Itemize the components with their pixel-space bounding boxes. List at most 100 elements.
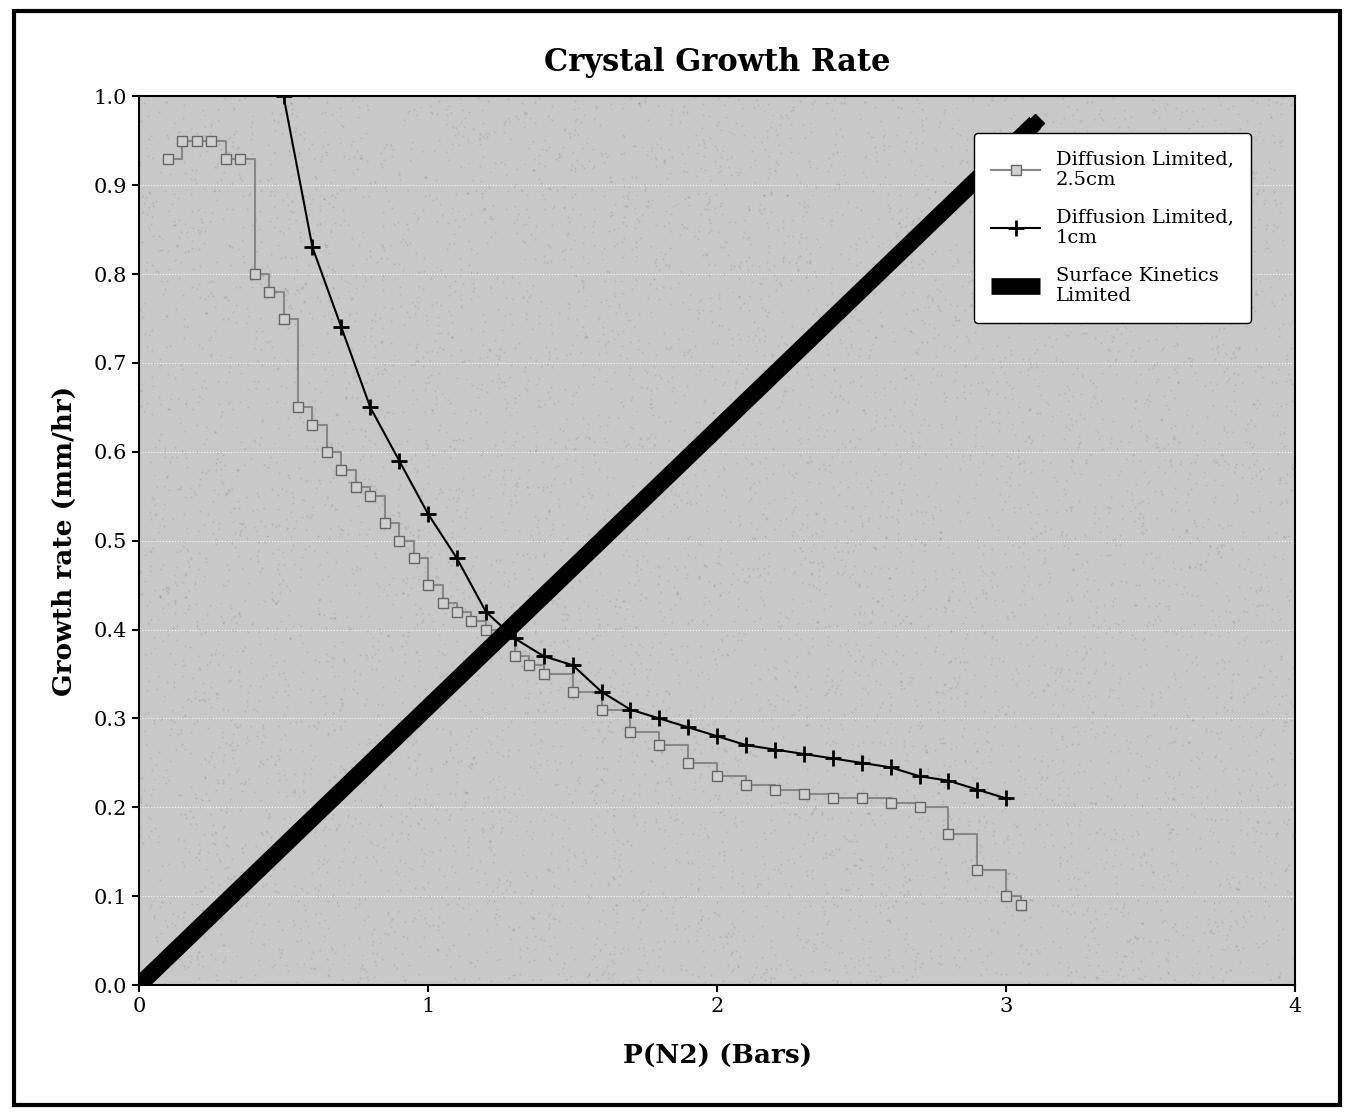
Point [686, 922, 708, 940]
Point [848, 964, 869, 982]
Point [654, 821, 676, 839]
Point [906, 300, 927, 318]
Point [668, 674, 689, 692]
Point [473, 634, 494, 652]
Point [148, 667, 169, 685]
Point [451, 297, 473, 315]
Point [291, 232, 313, 250]
Point [1047, 872, 1068, 889]
Point [1036, 393, 1057, 411]
Point [735, 449, 757, 466]
Point [911, 866, 933, 884]
Point [604, 963, 626, 981]
Point [185, 124, 207, 142]
Point [764, 257, 785, 275]
Point [338, 150, 360, 167]
Point [562, 189, 584, 206]
Point [280, 825, 302, 843]
Point [634, 946, 655, 964]
Point [129, 153, 150, 171]
Point [279, 629, 301, 647]
Point [302, 498, 324, 516]
Point [741, 455, 762, 473]
Point [1273, 231, 1294, 249]
Point [886, 655, 907, 673]
Point [890, 186, 911, 204]
Point [750, 453, 772, 471]
Point [364, 493, 386, 511]
Point [716, 762, 738, 780]
Point [685, 413, 707, 431]
Point [328, 858, 349, 876]
Point [1045, 636, 1067, 654]
Point [454, 793, 475, 811]
Point [925, 683, 946, 701]
Point [849, 641, 871, 658]
Point [390, 435, 412, 453]
Point [1246, 811, 1267, 829]
Point [153, 687, 175, 705]
Point [1219, 591, 1240, 609]
Point [850, 696, 872, 714]
Point [1041, 407, 1063, 425]
Point [708, 554, 730, 571]
Point [613, 727, 635, 744]
Point [612, 213, 634, 231]
Point [581, 950, 603, 968]
Point [372, 490, 394, 508]
Point [906, 766, 927, 783]
Point [1220, 683, 1242, 701]
Point [531, 358, 552, 376]
Point [827, 788, 849, 806]
Point [513, 117, 535, 135]
Point [852, 781, 873, 799]
Point [410, 936, 432, 954]
Point [672, 814, 693, 831]
Point [162, 905, 184, 923]
Point [816, 684, 838, 702]
Point [695, 461, 716, 479]
Point [398, 540, 420, 558]
Point [416, 306, 437, 324]
Point [716, 927, 738, 945]
Point [525, 352, 547, 369]
Point [184, 127, 206, 145]
Point [856, 716, 877, 734]
Point [651, 884, 673, 902]
Point [968, 941, 990, 959]
Point [607, 904, 628, 922]
Point [857, 349, 879, 367]
Point [314, 235, 336, 253]
Point [520, 287, 542, 305]
Point [539, 905, 561, 923]
Point [188, 257, 210, 275]
Point [234, 702, 256, 720]
Point [1209, 729, 1231, 747]
Point [1163, 294, 1185, 311]
Point [376, 586, 398, 604]
Point [653, 932, 674, 950]
Point [726, 374, 747, 392]
Point [807, 773, 829, 791]
Point [492, 321, 513, 339]
Point [268, 764, 290, 782]
Point [658, 802, 680, 820]
Point [600, 442, 621, 460]
Point [983, 565, 1005, 583]
Point [1009, 538, 1030, 556]
Point [271, 480, 292, 498]
Point [429, 338, 451, 356]
Point [617, 190, 639, 208]
Point [445, 565, 467, 583]
Point [1072, 324, 1094, 341]
Point [1193, 668, 1215, 686]
Point [352, 446, 374, 464]
Point [294, 275, 315, 292]
Point [1086, 628, 1108, 646]
Point [459, 569, 481, 587]
Point [665, 196, 686, 214]
Point [390, 825, 412, 843]
Point [325, 767, 347, 785]
Point [1212, 253, 1233, 271]
Point [584, 453, 605, 471]
